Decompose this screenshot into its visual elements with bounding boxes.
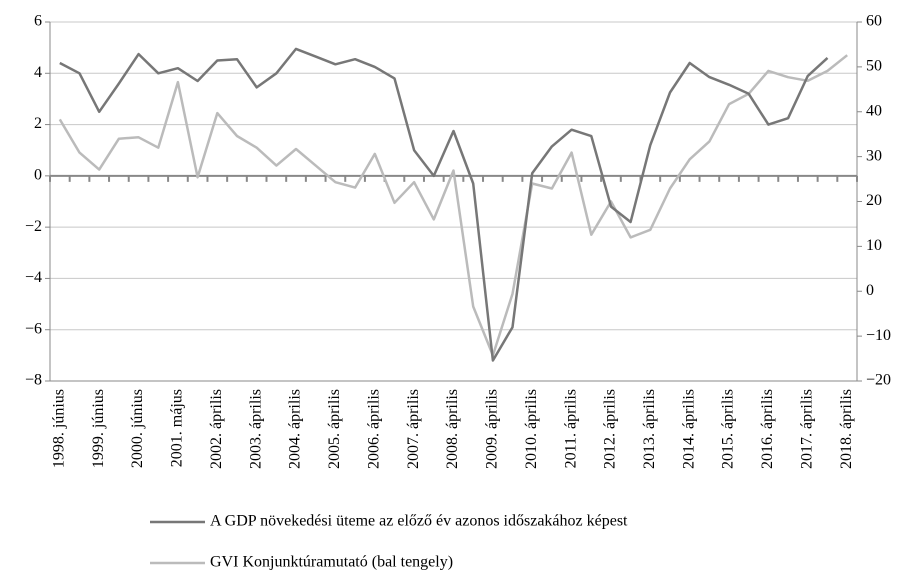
y2-tick-label: 10 (866, 237, 882, 254)
x-tick-label: 2008. április (444, 389, 461, 469)
y2-tick-label: 50 (866, 58, 882, 75)
x-tick-label: 2013. április (641, 389, 658, 469)
y2-tick-label: −20 (866, 372, 891, 389)
y-tick-label: −4 (25, 269, 42, 286)
y-tick-label: −6 (25, 320, 42, 337)
x-tick-label: 2001. május (169, 389, 186, 467)
y2-tick-label: 60 (866, 13, 882, 30)
series-line (58, 54, 848, 357)
legend-label: A GDP növekedési üteme az előző év azono… (210, 513, 628, 530)
y2-tick-label: 20 (866, 192, 882, 209)
x-tick-label: 2010. április (523, 389, 540, 469)
x-tick-label: 1999. június (90, 389, 107, 468)
x-tick-label: 2003. április (247, 389, 264, 469)
x-tick-label: 2018. április (838, 389, 855, 469)
x-tick-label: 1998. június (51, 389, 68, 468)
series-line (59, 47, 829, 362)
x-tick-label: 2004. április (287, 389, 304, 469)
x-tick-label: 2014. április (680, 389, 697, 469)
x-tick-label: 2009. április (484, 389, 501, 469)
y-tick-label: 2 (34, 115, 42, 132)
x-tick-label: 2011. április (562, 389, 579, 468)
x-tick-label: 2000. június (129, 389, 146, 468)
y2-tick-label: 40 (866, 102, 882, 119)
x-tick-label: 2016. április (759, 389, 776, 469)
x-tick-label: 2007. április (405, 389, 422, 469)
y-tick-label: −2 (25, 218, 42, 235)
x-tick-label: 2005. április (326, 389, 343, 469)
x-tick-label: 2015. április (720, 389, 737, 469)
x-tick-label: 2017. április (798, 389, 815, 469)
x-tick-label: 2006. április (365, 389, 382, 469)
x-tick-label: 2012. április (602, 389, 619, 469)
y2-tick-label: 30 (866, 147, 882, 164)
y-tick-label: 0 (34, 167, 42, 184)
y-tick-label: 4 (34, 64, 42, 81)
y2-tick-label: −10 (866, 327, 891, 344)
y-tick-label: 6 (34, 13, 42, 30)
y2-tick-label: 0 (866, 282, 874, 299)
x-tick-label: 2002. április (208, 389, 225, 469)
legend-label: GVI Konjunktúramutató (bal tengely) (210, 554, 453, 571)
y-tick-label: −8 (25, 372, 42, 389)
